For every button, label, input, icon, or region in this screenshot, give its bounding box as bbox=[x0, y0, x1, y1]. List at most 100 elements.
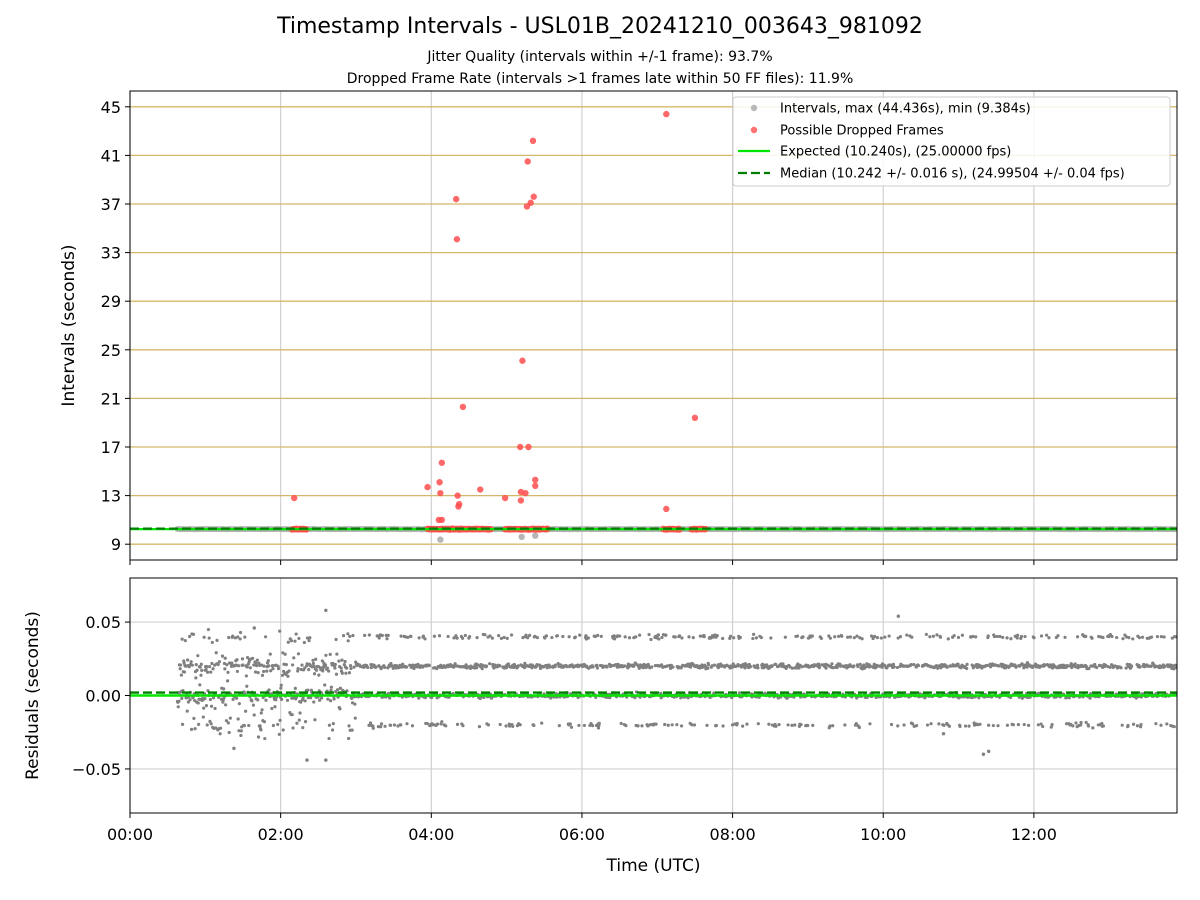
residual-point bbox=[202, 706, 206, 710]
residual-point bbox=[180, 696, 184, 700]
residual-point bbox=[773, 662, 778, 666]
residual-point bbox=[1126, 723, 1130, 728]
residual-point bbox=[334, 637, 338, 642]
residual-point bbox=[1120, 723, 1124, 727]
residual-point bbox=[887, 634, 891, 638]
residual-point bbox=[1056, 634, 1060, 638]
residual-point bbox=[1023, 634, 1027, 639]
residual-point bbox=[1110, 634, 1114, 639]
residual-point bbox=[895, 665, 899, 670]
residual-point bbox=[223, 667, 227, 671]
y-tick-label: 13 bbox=[101, 487, 121, 506]
residual-point bbox=[748, 664, 753, 669]
residual-point bbox=[754, 636, 758, 640]
residual-point bbox=[896, 636, 900, 640]
residual-point bbox=[986, 634, 990, 638]
residual-point bbox=[486, 723, 491, 727]
residual-point bbox=[882, 663, 887, 667]
residual-point bbox=[210, 661, 214, 666]
residual-point bbox=[214, 651, 218, 655]
residual-point bbox=[971, 634, 975, 639]
residual-point bbox=[828, 636, 832, 640]
x-tick-label: 12:00 bbox=[1011, 825, 1057, 844]
residual-point bbox=[985, 663, 990, 668]
residual-point bbox=[437, 634, 442, 638]
residual-point bbox=[556, 662, 560, 666]
residual-point bbox=[252, 626, 256, 630]
residual-point bbox=[759, 636, 764, 640]
residual-point bbox=[647, 632, 651, 637]
residual-point bbox=[840, 634, 844, 638]
residual-point bbox=[335, 652, 339, 656]
residual-point bbox=[1043, 663, 1047, 667]
residual-point bbox=[368, 721, 373, 725]
residual-point bbox=[273, 705, 277, 709]
residual-point bbox=[1159, 634, 1163, 639]
residual-point bbox=[468, 634, 472, 639]
residual-point bbox=[379, 666, 383, 671]
residual-point bbox=[858, 662, 862, 666]
residual-point bbox=[752, 632, 756, 637]
residual-point bbox=[905, 633, 909, 637]
residual-point bbox=[806, 723, 810, 728]
residual-point bbox=[314, 657, 318, 661]
residual-point bbox=[263, 635, 268, 639]
residual-point bbox=[924, 632, 928, 637]
residual-point bbox=[799, 723, 803, 727]
residual-point bbox=[786, 723, 790, 727]
residual-point bbox=[279, 686, 283, 690]
chart-title: Timestamp Intervals - USL01B_20241210_00… bbox=[277, 14, 923, 39]
residual-point bbox=[245, 656, 250, 660]
residual-point bbox=[532, 723, 536, 728]
residual-point bbox=[379, 722, 384, 726]
residual-point bbox=[1041, 724, 1045, 729]
residual-point bbox=[974, 635, 978, 639]
residual-point bbox=[911, 722, 915, 726]
residual-point bbox=[399, 634, 403, 638]
dropped-frame-point bbox=[525, 443, 532, 451]
residual-point bbox=[292, 656, 296, 660]
residual-point bbox=[967, 724, 971, 728]
residual-point bbox=[209, 722, 213, 726]
residuals-panel: −0.05 0.00 0.05 00:00 02:00 04:00 06:00 08:00 10… bbox=[23, 577, 1178, 876]
residual-point bbox=[209, 704, 214, 708]
residual-point bbox=[303, 666, 307, 670]
residual-point bbox=[417, 696, 421, 700]
residual-point bbox=[307, 667, 311, 672]
residual-point bbox=[379, 725, 383, 729]
residual-point bbox=[267, 688, 271, 692]
residual-point bbox=[334, 672, 339, 676]
residual-point bbox=[256, 671, 260, 675]
residual-point bbox=[986, 749, 991, 754]
residual-point bbox=[790, 666, 794, 670]
residual-point bbox=[274, 698, 278, 702]
residual-point bbox=[824, 666, 828, 670]
residual-point bbox=[353, 702, 357, 706]
residual-point bbox=[518, 723, 522, 727]
residual-point bbox=[1138, 665, 1142, 669]
residual-point bbox=[220, 654, 225, 658]
residual-point bbox=[965, 662, 969, 666]
residual-point bbox=[287, 669, 291, 673]
residual-point bbox=[421, 634, 426, 638]
residual-point bbox=[1039, 634, 1044, 638]
residual-point bbox=[259, 711, 263, 715]
residual-point bbox=[1032, 636, 1036, 640]
residual-point bbox=[278, 718, 282, 722]
y-tick-label: 25 bbox=[101, 341, 121, 360]
residual-point bbox=[480, 666, 484, 671]
residual-point bbox=[427, 663, 431, 668]
residual-point bbox=[1110, 663, 1114, 667]
residual-point bbox=[289, 639, 294, 643]
residual-point bbox=[225, 679, 230, 683]
residual-point bbox=[180, 722, 185, 726]
residual-point bbox=[677, 634, 682, 638]
residual-point bbox=[828, 724, 832, 728]
dropped-frame-point bbox=[691, 414, 699, 422]
residual-point bbox=[577, 723, 581, 728]
residual-point bbox=[992, 634, 997, 639]
residual-point bbox=[211, 667, 215, 671]
residual-point bbox=[204, 667, 208, 672]
residual-point bbox=[234, 696, 239, 700]
residual-point bbox=[996, 724, 1000, 728]
